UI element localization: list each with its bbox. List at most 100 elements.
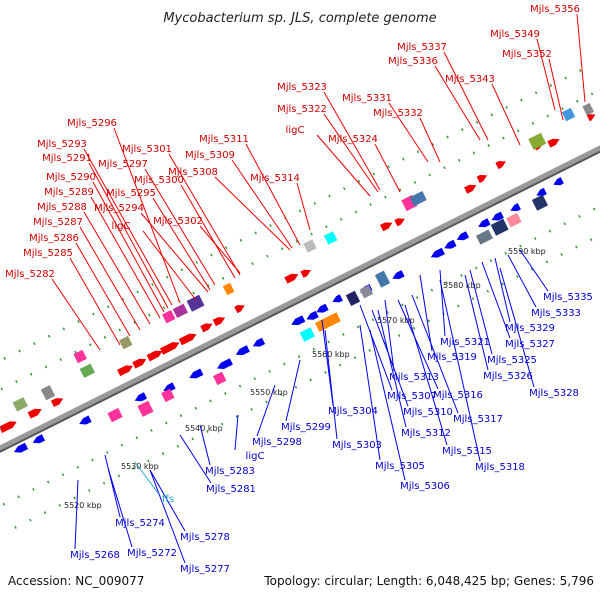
leader-line xyxy=(79,226,141,331)
leader-line xyxy=(234,414,239,451)
kbp-tick-label: 5580 kbp xyxy=(443,281,481,290)
gene-block xyxy=(12,397,28,412)
reverse-gene xyxy=(13,442,29,453)
gene-label-top: Mjls_5336 xyxy=(388,56,438,67)
forward-gene xyxy=(117,365,133,377)
gene-label-top: Mjls_5311 xyxy=(199,134,249,145)
gene-block xyxy=(323,231,338,245)
gene-label-bottom: Mjls_5328 xyxy=(529,388,579,399)
leader-line xyxy=(377,309,407,428)
leader-line xyxy=(519,249,549,292)
gene-label-top: Mjls_5291 xyxy=(42,153,92,164)
reverse-gene xyxy=(392,270,405,280)
gene-block xyxy=(582,102,595,116)
gene-label-top: Mjls_5343 xyxy=(445,74,495,85)
leader-line xyxy=(439,269,446,337)
leader-line xyxy=(397,299,439,390)
reverse-gene xyxy=(430,247,445,258)
gene-label-bottom: Mjls_5268 xyxy=(70,550,120,561)
leader-line xyxy=(359,304,393,391)
forward-gene xyxy=(160,342,180,355)
reverse-gene xyxy=(553,177,564,186)
gene-label-top: Mjls_5352 xyxy=(502,49,552,60)
kbp-tick-label: 5590 kbp xyxy=(508,247,546,256)
kbp-tick-label: 5520 kbp xyxy=(64,501,102,510)
leader-line xyxy=(179,434,212,484)
forward-gene xyxy=(132,358,147,369)
leader-line xyxy=(316,134,371,197)
reverse-gene xyxy=(134,392,148,402)
kbp-ticks: 5520 kbp 5530 kbp 5540 kbp 5550 kbp 5560 kbp… xyxy=(64,247,546,510)
kbp-tick-label: 5570 kbp xyxy=(377,316,415,325)
leader-line xyxy=(199,225,241,274)
gene-label-bottom: Mjls_5315 xyxy=(442,446,492,457)
gene-block xyxy=(303,239,317,253)
gene-label-top: Mjls_5332 xyxy=(373,108,423,119)
leader-line xyxy=(214,176,291,251)
backbone-line xyxy=(0,145,600,451)
gene-block xyxy=(531,194,548,211)
leader-line xyxy=(434,65,481,141)
genome-backbone xyxy=(0,145,600,453)
reverse-gene xyxy=(163,382,176,392)
forward-gene xyxy=(476,174,488,183)
forward-gene xyxy=(50,398,64,408)
genome-summary-text: Topology: circular; Length: 6,048,425 bp… xyxy=(264,574,594,588)
gene-block xyxy=(212,371,227,386)
gene-label-top: Mjls_5295 xyxy=(106,188,156,199)
leader-line xyxy=(88,162,169,309)
leader-line xyxy=(75,242,131,337)
gene-block xyxy=(119,335,133,350)
reverse-gene xyxy=(478,218,491,228)
gene-label-top: Mjls_5356 xyxy=(530,4,580,15)
leader-line xyxy=(491,83,521,146)
gene-label-top: Mjls_5290 xyxy=(46,172,96,183)
leader-line xyxy=(464,274,489,371)
gene-block xyxy=(40,385,56,401)
gene-label-top: Mjls_5289 xyxy=(44,187,94,198)
gene-label-top: Mjls_5286 xyxy=(29,233,79,244)
gene-label-bottom: Mjls_5272 xyxy=(127,548,177,559)
leader-line xyxy=(256,384,276,437)
kbp-tick-label: 5530 kbp xyxy=(121,462,159,471)
gene-label-bottom: Mjls_5274 xyxy=(115,518,165,529)
gene-label-bottom: Mjls_5317 xyxy=(453,414,503,425)
gene-block xyxy=(299,327,315,342)
gene-label-bottom: Mjls_5283 xyxy=(205,466,255,477)
leader-line xyxy=(142,230,197,301)
leader-line xyxy=(296,182,311,231)
gene-block xyxy=(490,218,509,236)
gene-label-top: Mjls_5282 xyxy=(5,269,55,280)
gene-label-top: Mjls_5324 xyxy=(328,134,378,145)
reverse-gene xyxy=(217,358,233,370)
gene-label-top: Mjls_5314 xyxy=(250,173,300,184)
gene-label-bottom: Mjls_5313 xyxy=(389,372,439,383)
gene-label-top: Mjls_5302 xyxy=(153,216,203,227)
gene-label-bottom: Mjls_5318 xyxy=(475,462,525,473)
gene-block xyxy=(162,309,176,324)
gene-label-bottom: Mjls_5307 xyxy=(387,391,437,402)
leader-line xyxy=(134,461,159,494)
leader-line xyxy=(548,58,564,121)
gene-label-bottom: Mjls_5326 xyxy=(483,371,533,382)
leader-line xyxy=(152,197,211,291)
gene-label-bottom: Mjls_5303 xyxy=(332,440,382,451)
gene-label-top: Mjls_5285 xyxy=(23,248,73,259)
leader-line xyxy=(419,274,433,352)
map-title: Mycobacterium sp. JLS, complete genome xyxy=(163,11,436,26)
leader-line xyxy=(92,181,165,313)
forward-gene xyxy=(284,273,299,284)
forward-gene xyxy=(586,114,596,122)
leader-line xyxy=(113,127,181,304)
reverse-gene xyxy=(316,303,329,313)
forward-gene xyxy=(234,305,245,314)
gene-label-bottom: Mjls_5335 xyxy=(543,292,593,303)
leader-line xyxy=(199,424,211,466)
leader-line xyxy=(324,329,338,440)
leader-line xyxy=(285,359,301,422)
gene-block xyxy=(528,132,547,150)
leader-line xyxy=(180,184,236,279)
leader-line xyxy=(411,294,459,414)
leader-line xyxy=(439,279,481,462)
